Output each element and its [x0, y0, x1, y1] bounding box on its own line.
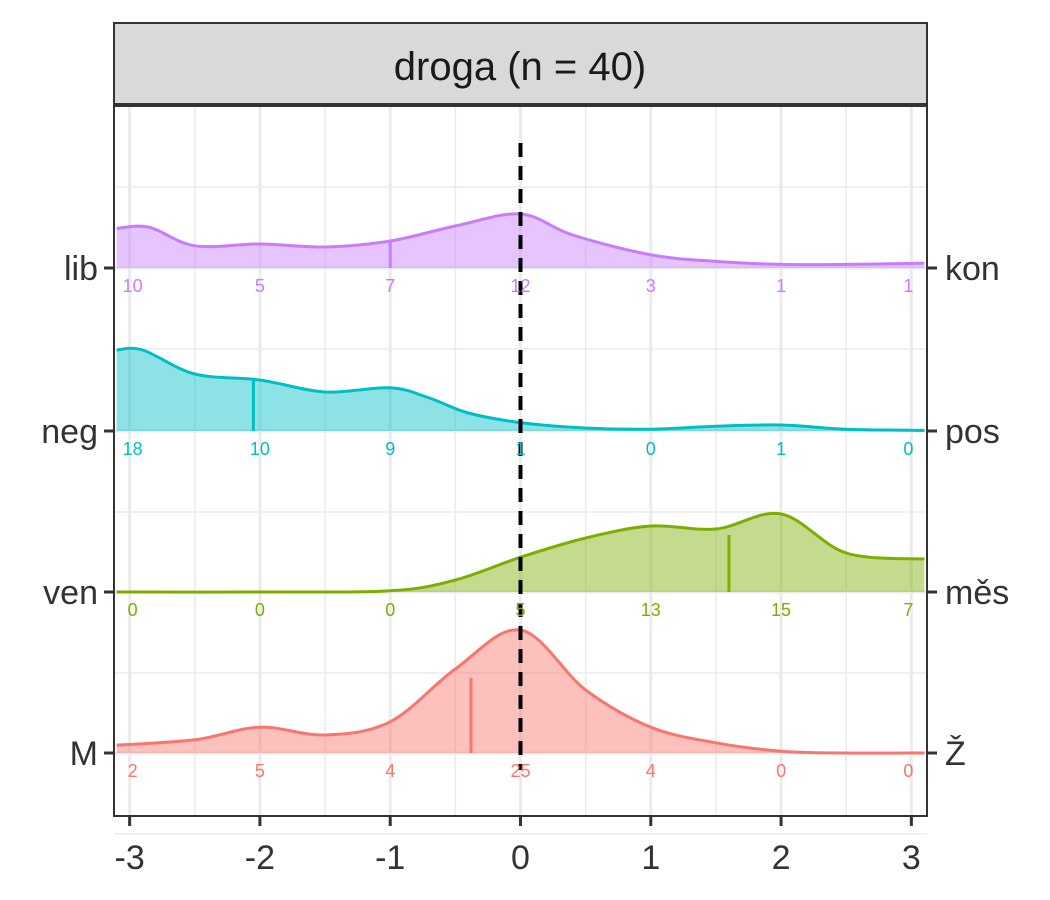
y-tick-label-left: M: [70, 735, 98, 773]
count-label: 0: [903, 761, 913, 781]
ridge-line-neg: [116, 346, 925, 432]
count-label: 1: [903, 276, 913, 296]
count-label: 18: [123, 439, 143, 459]
y-tick-label-right: kon: [945, 250, 1000, 288]
y-tick-label-right: měs: [945, 574, 1009, 612]
ridge-area-neg: [116, 348, 925, 431]
x-tick-label: 0: [511, 839, 530, 877]
count-label: 10: [123, 276, 143, 296]
ridge-area-M: [116, 629, 925, 754]
count-label: 0: [385, 600, 395, 620]
ridge-line-lib: [116, 212, 925, 267]
x-tick-label: -3: [115, 839, 145, 877]
y-tick-label-left: neg: [41, 413, 98, 451]
x-tick-label: -2: [245, 839, 275, 877]
count-label: 5: [255, 276, 265, 296]
ridge-area-ven: [116, 513, 925, 593]
count-label: 0: [646, 439, 656, 459]
x-tick-label: 1: [641, 839, 660, 877]
count-label: 1: [515, 439, 525, 459]
count-label: 15: [771, 600, 791, 620]
count-label: 4: [646, 761, 656, 781]
y-tick-label-right: pos: [945, 413, 1000, 451]
count-label: 5: [515, 600, 525, 620]
x-tick-label: 2: [772, 839, 791, 877]
count-label: 0: [776, 761, 786, 781]
count-label: 0: [903, 439, 913, 459]
count-labels: 10 5 7 12 3 1 118 10 9 1 0 1 00 0 0 5 13 15 72 5 4 25 4 0 0: [123, 276, 914, 781]
count-label: 2: [128, 761, 138, 781]
y-tick-label-left: lib: [64, 250, 98, 288]
count-label: 7: [385, 276, 395, 296]
count-label: 25: [510, 761, 530, 781]
x-tick-label: 3: [902, 839, 921, 877]
count-label: 10: [250, 439, 270, 459]
count-label: 4: [385, 761, 395, 781]
count-label: 13: [641, 600, 661, 620]
strip-title: droga (n = 40): [394, 45, 646, 89]
count-label: 12: [510, 276, 530, 296]
count-label: 7: [903, 600, 913, 620]
count-label: 3: [646, 276, 656, 296]
y-tick-label-left: ven: [43, 574, 98, 612]
count-label: 0: [128, 600, 138, 620]
count-label: 9: [385, 439, 395, 459]
y-tick-label-right: Ž: [945, 735, 966, 773]
x-tick-label: -1: [375, 839, 405, 877]
count-label: 1: [776, 276, 786, 296]
ridge-line-ven: [116, 511, 925, 594]
count-label: 0: [255, 600, 265, 620]
strip-background: [113, 22, 928, 105]
count-label: 5: [255, 761, 265, 781]
count-label: 1: [776, 439, 786, 459]
